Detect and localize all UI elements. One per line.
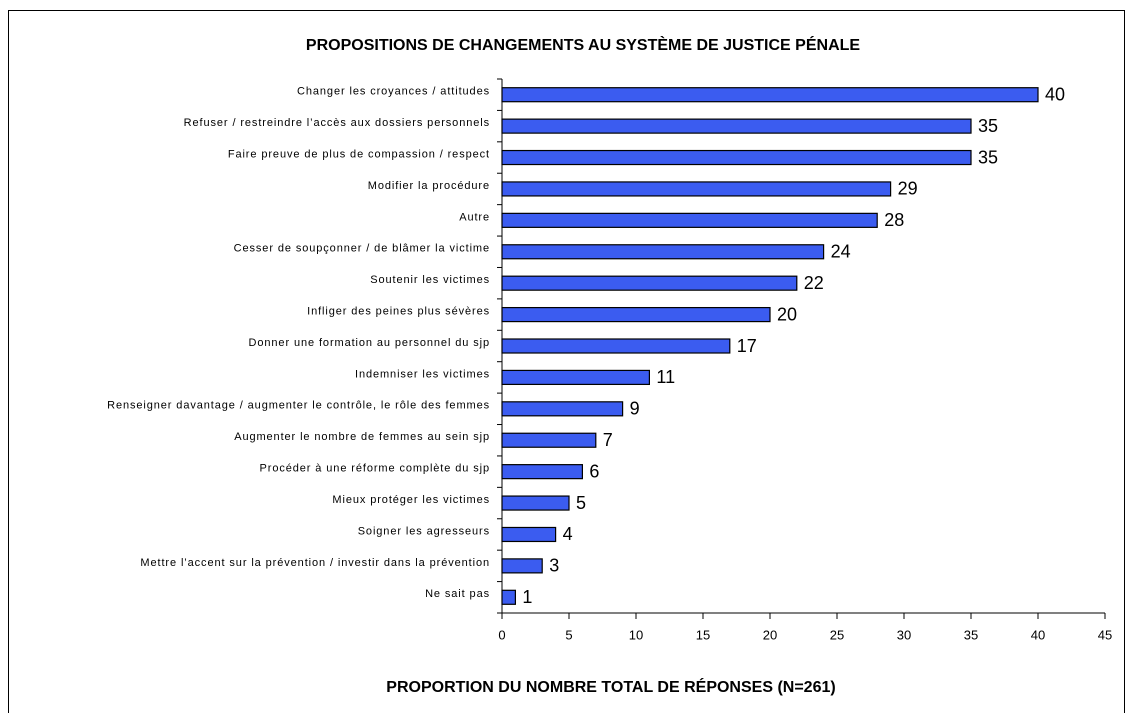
y-tick-label: Indemniser les victimes	[355, 368, 490, 380]
value-label: 35	[978, 116, 998, 136]
value-label: 11	[656, 367, 675, 387]
bar	[501, 275, 798, 291]
y-tick-label: Changer les croyances / attitudes	[297, 86, 490, 98]
y-tick-label: Soutenir les victimes	[370, 274, 490, 286]
y-tick-label: Soigner les agresseurs	[358, 525, 490, 537]
bar	[501, 181, 892, 197]
y-tick-label: Faire preuve de plus de compassion / res…	[228, 148, 490, 160]
bar	[501, 464, 584, 480]
y-tick-label: Modifier la procédure	[368, 180, 490, 192]
y-tick-label: Refuser / restreindre l’accès aux dossie…	[184, 117, 490, 129]
bar	[501, 149, 972, 166]
y-tick-label: Cesser de soupçonner / de blâmer la vict…	[234, 243, 490, 255]
value-label: 35	[978, 147, 998, 167]
y-tick-label: Mettre l’accent sur la prévention / inve…	[140, 557, 490, 569]
x-tick-label: 35	[964, 627, 978, 642]
bar	[501, 526, 557, 543]
value-label: 29	[898, 179, 918, 199]
y-tick-label: Autre	[459, 211, 490, 223]
value-label: 20	[777, 304, 797, 324]
bar	[501, 244, 825, 260]
x-tick-label: 0	[498, 627, 505, 642]
bar	[501, 589, 516, 605]
bar	[501, 212, 878, 228]
x-tick-label: 10	[629, 627, 643, 642]
value-label: 9	[630, 399, 640, 419]
y-tick-label: Ne sait pas	[425, 588, 490, 600]
y-tick-label: Donner une formation au personnel du sjp	[249, 337, 490, 349]
y-tick-label: Infliger des peines plus sévères	[307, 305, 490, 317]
value-label: 1	[522, 587, 532, 607]
x-tick-label: 30	[897, 627, 911, 642]
y-tick-label: Renseigner davantage / augmenter le cont…	[107, 400, 490, 412]
chart-border	[8, 10, 1125, 713]
x-tick-label: 25	[830, 627, 844, 642]
value-label: 5	[576, 493, 586, 513]
bar	[501, 118, 972, 134]
value-label: 6	[589, 461, 599, 481]
bar	[501, 558, 543, 574]
x-tick-label: 40	[1031, 627, 1045, 642]
value-label: 22	[804, 273, 824, 293]
value-label: 4	[563, 524, 573, 544]
chart-title: PROPOSITIONS DE CHANGEMENTS AU SYSTÈME D…	[306, 35, 860, 54]
bar	[501, 306, 771, 323]
x-tick-label: 20	[763, 627, 777, 642]
bar	[501, 87, 1039, 103]
x-tick-label: 15	[696, 627, 710, 642]
x-tick-label: 5	[565, 627, 572, 642]
x-tick-label: 45	[1098, 627, 1112, 642]
bar	[501, 432, 597, 448]
value-label: 28	[884, 210, 904, 230]
value-label: 3	[549, 556, 559, 576]
y-tick-label: Augmenter le nombre de femmes au sein sj…	[234, 431, 490, 443]
value-label: 40	[1045, 84, 1065, 104]
value-label: 24	[831, 242, 851, 262]
x-axis-title: PROPORTION DU NOMBRE TOTAL DE RÉPONSES (…	[386, 677, 835, 696]
y-tick-label: Procéder à une réforme complète du sjp	[260, 463, 490, 475]
y-tick-label: Mieux protéger les victimes	[332, 494, 490, 506]
bar	[501, 401, 624, 417]
value-label: 7	[603, 430, 613, 450]
bar	[501, 369, 650, 386]
value-label: 17	[737, 336, 757, 356]
bar	[501, 495, 570, 511]
bar	[501, 338, 731, 354]
